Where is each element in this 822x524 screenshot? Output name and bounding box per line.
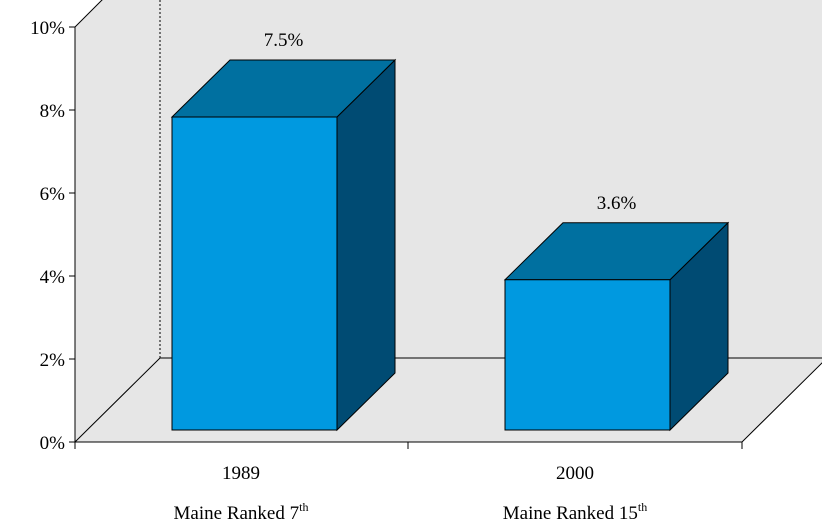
side-wall: [75, 0, 160, 442]
data-label: 3.6%: [597, 193, 637, 214]
y-tick-label: 6%: [40, 184, 66, 205]
y-tick-label: 4%: [40, 267, 66, 288]
bar-1989: [171, 116, 338, 431]
y-tick-label: 2%: [40, 350, 66, 371]
x-category-label: 1989: [222, 463, 260, 484]
y-tick-label: 10%: [30, 18, 65, 39]
bars: [170, 58, 730, 432]
y-tick-label: 0%: [40, 433, 66, 454]
side-wall-edge: [74, 0, 103, 28]
y-tick-label: 8%: [40, 101, 66, 122]
labels: 7.5% 3.6% 1989 Maine Ranked 7th 2000 Maine Ra…: [174, 30, 648, 524]
y-axis: 0% 2% 4% 6% 8% 10%: [30, 18, 743, 454]
x-category-label: 2000: [556, 463, 594, 484]
data-label: 7.5%: [264, 30, 304, 51]
bar-side-1989: [336, 58, 396, 432]
category-rank-label: Maine Ranked 15th: [503, 500, 647, 524]
bar-2000: [504, 279, 671, 431]
category-rank-label: Maine Ranked 7th: [174, 500, 309, 524]
